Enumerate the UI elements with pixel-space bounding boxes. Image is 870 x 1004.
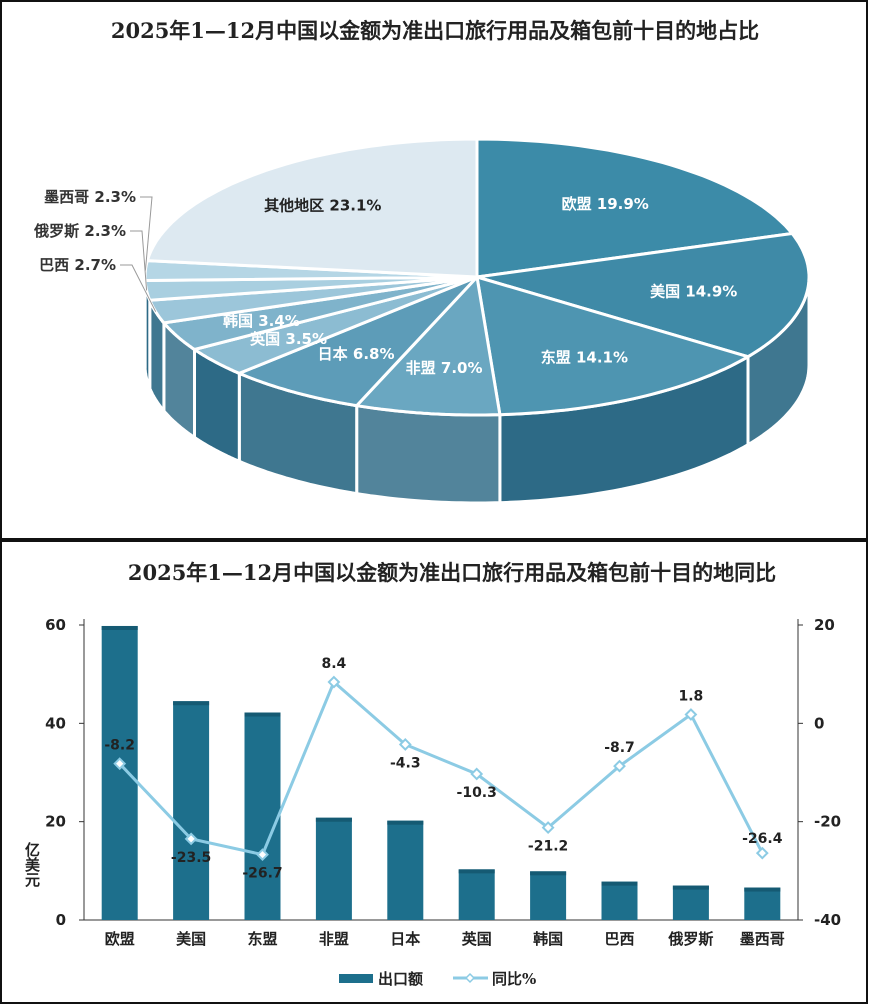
yoy-label: -8.7 (604, 740, 635, 756)
yoy-label: -8.2 (104, 738, 135, 754)
bar-cap-俄罗斯 (672, 885, 709, 890)
pie-side-非盟 (355, 403, 502, 505)
y-tick-label: 20 (45, 813, 66, 831)
yoy-point-欧盟 (113, 757, 127, 771)
y2-tick-label: -40 (814, 911, 841, 929)
yoy-point-俄罗斯 (684, 708, 698, 721)
yoy-line (118, 679, 764, 857)
x-category-label: 墨西哥 (740, 930, 785, 948)
bar-墨西哥 (744, 887, 781, 920)
yoy-label: 8.4 (321, 656, 346, 672)
yoy-label: 1.8 (678, 688, 703, 704)
bar-cap-日本 (387, 820, 424, 825)
pie-label-美国: 美国 14.9% (650, 282, 737, 300)
pie-label-巴西: 巴西 2.7% (39, 256, 116, 274)
pie-slice-英国 (190, 275, 478, 375)
pie-slice-美国 (476, 231, 811, 359)
x-category-label: 日本 (390, 930, 420, 948)
yoy-point-巴西 (613, 759, 626, 773)
y2-tick-label: 0 (814, 714, 824, 732)
y-axis-label: 亿美元 (23, 841, 41, 888)
pie-layer: 欧盟 19.9% 美国 14.9% 东盟 14.1% 非盟 7.0% 日本 6.8%英国… (33, 137, 811, 505)
y2-tick-label: -20 (814, 813, 841, 831)
bar-欧盟 (101, 625, 138, 920)
bar-非盟 (315, 817, 352, 920)
pie-chart-title: 2025年1—12月中国以金额为准出口旅行用品及箱包前十目的地占比 (111, 18, 759, 43)
pie-label-墨西哥: 墨西哥 2.3% (44, 188, 136, 206)
x-category-label: 英国 (462, 930, 492, 948)
pie-label-非盟: 非盟 7.0% (406, 359, 483, 377)
bar-cap-东盟 (244, 712, 281, 717)
y-tick-label: 60 (45, 616, 66, 634)
yoy-point-墨西哥 (755, 846, 769, 860)
pie-leader-巴西 (120, 264, 157, 312)
pie-label-欧盟: 欧盟 19.9% (562, 195, 649, 213)
yoy-label: -4.3 (390, 755, 421, 771)
bar-巴西 (601, 881, 638, 920)
bar-东盟 (244, 712, 281, 920)
yoy-label: -21.2 (528, 839, 568, 855)
bar-chart-panel: 2025年1—12月中国以金额为准出口旅行用品及箱包前十目的地同比 0 20 40 6… (0, 540, 868, 1004)
yoy-point-英国 (470, 767, 484, 781)
bar-美国 (173, 701, 210, 920)
bar-line-chart: 2025年1—12月中国以金额为准出口旅行用品及箱包前十目的地同比 0 20 40 6… (23, 560, 841, 988)
yoy-label: -26.7 (242, 866, 282, 882)
x-category-label: 东盟 (247, 930, 277, 948)
pie-label-group: 欧盟 19.9% 美国 14.9% 东盟 14.1% 非盟 7.0% 日本 6.8%英国… (33, 188, 737, 377)
legend-label-line: 同比% (492, 970, 536, 988)
pie-slice-欧盟 (475, 137, 796, 279)
pie-slice-韩国 (160, 275, 478, 352)
bar-cap-韩国 (530, 871, 567, 876)
pie-chart: 2025年1—12月中国以金额为准出口旅行用品及箱包前十目的地占比 欧盟 19.… (33, 18, 811, 505)
y2-tick-label: 20 (814, 616, 835, 634)
x-category-label: 俄罗斯 (667, 930, 713, 948)
pie-label-韩国: 韩国 3.4% (223, 312, 300, 330)
pie-top-group (143, 137, 811, 417)
pie-label-其他地区: 其他地区 23.1% (264, 197, 381, 215)
y-tick-label: 40 (45, 714, 66, 732)
bar-cap-美国 (173, 701, 210, 706)
legend-marker-line (464, 972, 476, 984)
x-category-label: 韩国 (533, 930, 563, 948)
pie-slice-东盟 (475, 274, 752, 417)
x-category-label: 巴西 (604, 930, 634, 948)
yoy-point-美国 (184, 832, 198, 846)
pie-slice-其他地区 (145, 137, 479, 279)
legend-label-bar: 出口额 (378, 970, 423, 988)
yoy-label: -26.4 (742, 831, 783, 847)
yoy-label: -10.3 (457, 785, 497, 801)
bar-俄罗斯 (672, 885, 709, 920)
bar-cap-英国 (458, 869, 495, 874)
x-category-label: 美国 (176, 930, 206, 948)
bar-cap-非盟 (315, 817, 352, 822)
pie-label-俄罗斯: 俄罗斯 2.3% (33, 222, 126, 240)
bar-cap-巴西 (601, 881, 638, 886)
yoy-point-日本 (398, 738, 412, 751)
pie-leader-墨西哥 (140, 196, 153, 271)
yoy-point-非盟 (327, 675, 341, 689)
bar-韩国 (530, 871, 567, 920)
y-tick-label: 0 (56, 911, 66, 929)
bar-英国 (458, 869, 495, 920)
pie-label-日本: 日本 6.8% (318, 345, 395, 363)
x-category-label: 非盟 (319, 930, 349, 948)
yoy-label: -23.5 (171, 850, 211, 866)
yoy-point-韩国 (541, 821, 555, 834)
pie-label-英国: 英国 3.5% (250, 330, 327, 348)
pie-slice-日本 (235, 275, 479, 408)
legend-swatch-bar (339, 974, 373, 983)
pie-side-group (143, 276, 811, 505)
yoy-point-东盟 (256, 848, 269, 862)
bar-cap-欧盟 (101, 625, 138, 630)
bar-chart-title: 2025年1—12月中国以金额为准出口旅行用品及箱包前十目的地同比 (128, 560, 776, 585)
x-category-label: 欧盟 (105, 930, 135, 948)
bar-cap-墨西哥 (744, 887, 781, 892)
pie-label-东盟: 东盟 14.1% (541, 348, 628, 366)
pie-chart-panel: 2025年1—12月中国以金额为准出口旅行用品及箱包前十目的地占比 欧盟 19.… (0, 0, 868, 540)
pie-slice-非盟 (353, 273, 502, 417)
bar-日本 (387, 820, 424, 920)
pie-leader-俄罗斯 (130, 230, 148, 291)
